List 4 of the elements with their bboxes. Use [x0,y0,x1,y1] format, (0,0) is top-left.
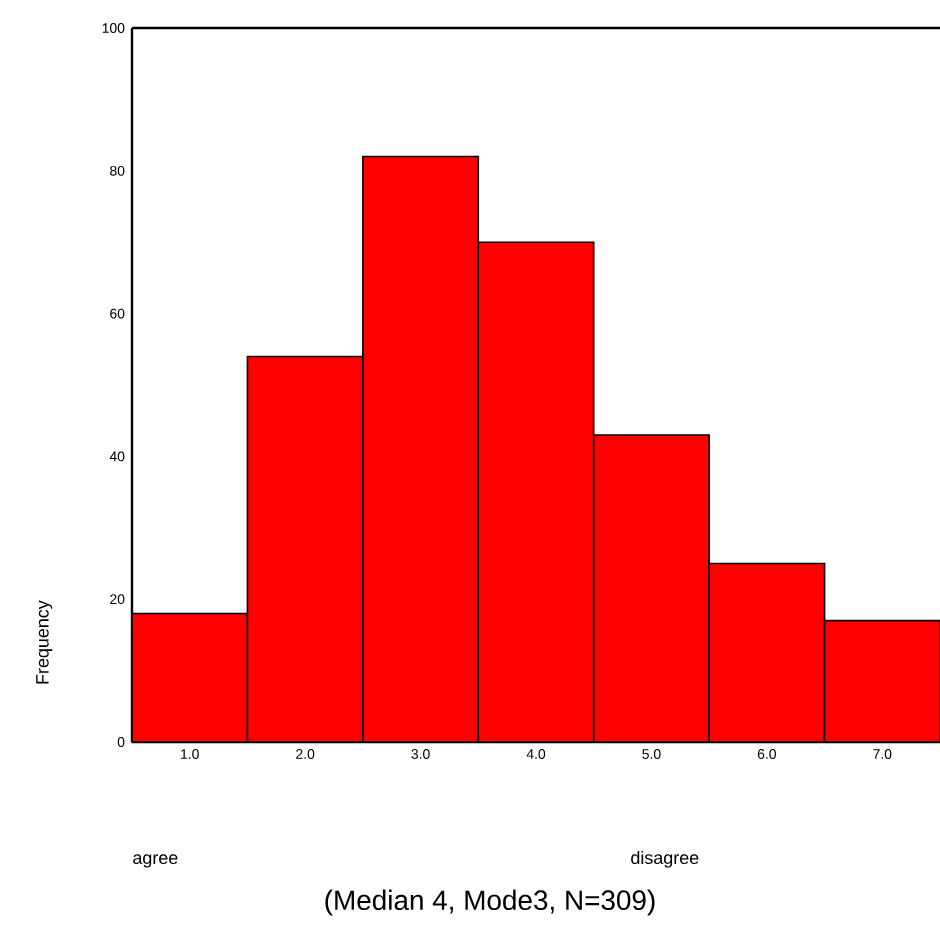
text: agree [133,854,178,868]
text: disagree [631,850,699,868]
y-axis-title: Frequency [36,600,53,684]
text: (Median 4, Mode3, N=309) [325,889,655,916]
